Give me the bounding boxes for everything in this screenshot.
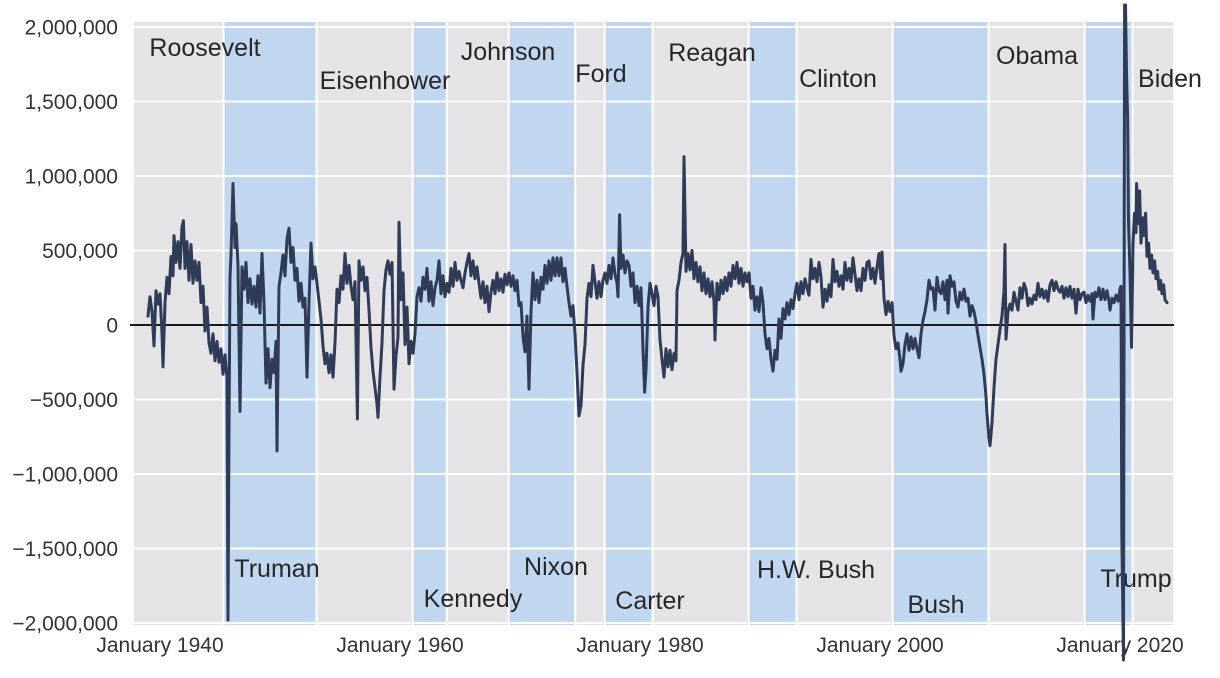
president-label-johnson: Johnson: [461, 38, 556, 66]
y-axis-tick-label: −1,000,000: [12, 463, 118, 486]
president-band-bush: [893, 22, 988, 625]
president-band-clinton: [797, 22, 892, 625]
monthly-change-series-line: [146, 3, 1169, 662]
president-label-trump: Trump: [1100, 565, 1171, 593]
president-band-johnson: [447, 22, 508, 625]
x-axis-tick-label: January 1980: [576, 634, 703, 657]
president-label-carter: Carter: [615, 587, 684, 615]
x-axis-tick-label: January 1940: [96, 634, 223, 657]
president-label-roosevelt: Roosevelt: [149, 34, 260, 62]
x-axis-tick-label: January 2000: [816, 634, 943, 657]
x-axis-tick-label: January 1960: [336, 634, 463, 657]
president-band-kennedy: [413, 22, 446, 625]
president-label-clinton: Clinton: [799, 65, 877, 93]
y-axis-tick-label: −500,000: [30, 389, 118, 412]
y-axis-tick-label: 500,000: [42, 240, 118, 263]
president-band-eisenhower: [317, 22, 412, 625]
president-label-bush: Bush: [908, 591, 965, 619]
president-band-reagan: [653, 22, 748, 625]
president-label-ford: Ford: [575, 60, 626, 88]
y-axis-tick-label: 1,500,000: [25, 91, 118, 114]
president-label-truman: Truman: [234, 555, 319, 583]
y-axis-tick-label: −1,500,000: [12, 538, 118, 561]
president-label-biden: Biden: [1138, 65, 1202, 93]
president-label-reagan: Reagan: [668, 39, 756, 67]
president-band-h-w-bush: [749, 22, 796, 625]
president-band-obama: [989, 22, 1084, 625]
president-band-biden: [1133, 22, 1173, 625]
y-axis-tick-label: 1,000,000: [25, 165, 118, 188]
president-label-eisenhower: Eisenhower: [320, 67, 451, 95]
president-label-h-w-bush: H.W. Bush: [757, 556, 875, 584]
y-axis-tick-label: −2,000,000: [12, 612, 118, 635]
president-label-obama: Obama: [996, 42, 1078, 70]
y-axis-tick-label: 0: [106, 314, 118, 337]
president-label-nixon: Nixon: [524, 553, 588, 581]
president-band-nixon: [509, 22, 575, 625]
president-band-ford: [576, 22, 604, 625]
president-band-carter: [605, 22, 652, 625]
x-axis-tick-label: January 2020: [1056, 634, 1183, 657]
y-axis-tick-label: 2,000,000: [25, 16, 118, 39]
president-label-kennedy: Kennedy: [424, 585, 523, 613]
